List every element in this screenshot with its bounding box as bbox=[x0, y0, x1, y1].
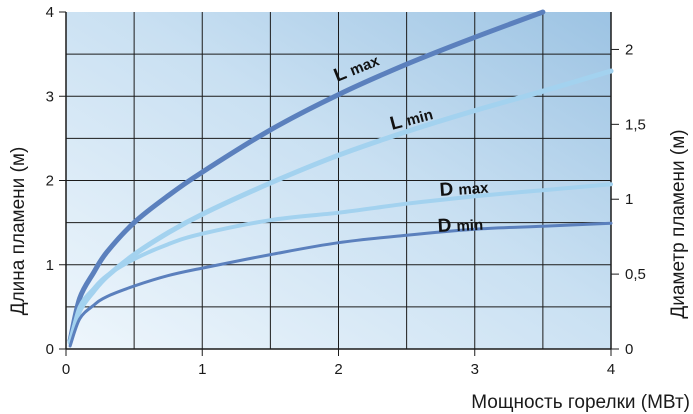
y-tick-label: 3 bbox=[46, 88, 54, 105]
series-label-l-min-sub: min bbox=[405, 106, 435, 129]
x-tick-label: 0 bbox=[62, 361, 70, 378]
y2-axis-title: Диаметр пламени (м) bbox=[668, 129, 689, 318]
x-tick-label: 1 bbox=[198, 361, 206, 378]
y2-tick-label: 0,5 bbox=[625, 266, 646, 283]
x-tick-label: 3 bbox=[471, 361, 479, 378]
y2-tick-label: 2 bbox=[625, 41, 633, 58]
series-label-d-max-sub: max bbox=[458, 180, 490, 199]
y-tick-labels: 0 1 2 3 4 bbox=[46, 4, 54, 358]
y-tick-label: 0 bbox=[46, 341, 54, 358]
series-line-d-min bbox=[68, 221, 613, 348]
x-tick-labels: 0 1 2 3 4 bbox=[62, 361, 615, 378]
series-group bbox=[67, 9, 614, 348]
x-tick-label: 4 bbox=[607, 361, 615, 378]
series-label-d-min-sub: min bbox=[456, 217, 484, 235]
y-tick-label: 1 bbox=[46, 257, 54, 274]
y-axis-title: Длина пламени (м) bbox=[8, 147, 29, 316]
y-tick-label: 2 bbox=[46, 173, 54, 190]
x-axis-title: Мощность горелки (МВт) bbox=[471, 392, 690, 413]
y2-tick-label: 0 bbox=[625, 341, 633, 358]
tick-marks bbox=[59, 11, 619, 356]
y2-tick-labels: 0 0,5 1 1,5 2 bbox=[625, 41, 646, 358]
y-tick-label: 4 bbox=[46, 4, 54, 21]
series-line-l-max bbox=[67, 9, 546, 344]
series-line-d-max bbox=[68, 182, 613, 345]
series-label-d-min-main: D bbox=[437, 215, 452, 237]
y2-tick-label: 1 bbox=[625, 191, 633, 208]
series-label-d-max-main: D bbox=[439, 179, 454, 201]
y2-tick-label: 1,5 bbox=[625, 116, 646, 133]
x-tick-label: 2 bbox=[334, 361, 342, 378]
